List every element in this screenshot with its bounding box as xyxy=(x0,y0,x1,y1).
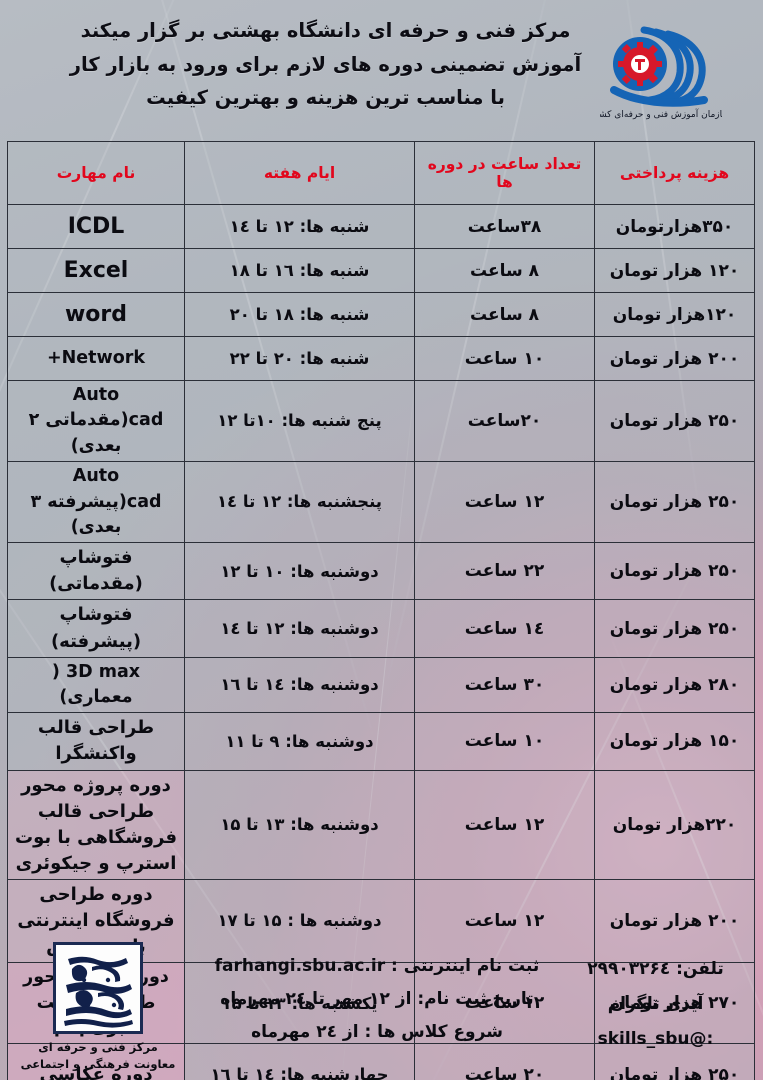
cell-price: ۲۰۰ هزار تومان xyxy=(594,878,755,964)
table-row: ۲۵۰ هزار تومان ۱۲ ساعت پنجشنبه ها: ۱۲ تا… xyxy=(7,461,755,544)
classes-start-date: شروع کلاس ها : از ۲٤ مهرماه xyxy=(251,1022,503,1043)
cell-skill: ICDL xyxy=(7,204,185,249)
cell-price: ۲۵۰ هزار تومان xyxy=(594,379,755,463)
cell-hours: ۲۰ ساعت xyxy=(414,1043,595,1080)
registration-block: ثبت نام اینترنتی : farhangi.sbu.ac.ir تا… xyxy=(196,936,548,1049)
cell-price: ۲۵۰ هزار تومان xyxy=(594,542,755,601)
cell-skill: فتوشاپ (پیشرفته) xyxy=(7,599,185,658)
cell-skill: دوره عکاسی xyxy=(7,1043,185,1080)
cell-days: پنج شنبه ها: ۱۰تا ۱۲ xyxy=(184,379,415,463)
cell-days: یکشنبه ها: ۱۳ تا ۱۵ xyxy=(184,962,415,1045)
cell-hours: ۱۲ ساعت xyxy=(414,962,595,1045)
cell-price: ۲۸۰ هزار تومان xyxy=(594,656,755,714)
table-row: ۲۵۰ هزار تومان ۲۰ ساعت چهارشنبه ها: ۱٤ ت… xyxy=(7,1043,755,1080)
table-row: ۲۵۰ هزار تومان ۲۲ ساعت دوشنبه ها: ۱۰ تا … xyxy=(7,542,755,601)
cell-days: دوشنبه ها : ۱۵ تا ۱۷ xyxy=(184,878,415,964)
cell-price: ۱۲۰هزار تومان xyxy=(594,292,755,337)
cell-price: ۲۵۰ هزار تومان xyxy=(594,1043,755,1080)
table-row: ۱۲۰ هزار تومان ۸ ساعت شنبه ها: ۱٦ تا ۱۸ … xyxy=(7,248,755,293)
cell-hours: ۲۰ساعت xyxy=(414,379,595,463)
table-row: ۱۲۰هزار تومان ۸ ساعت شنبه ها: ۱۸ تا ۲۰ w… xyxy=(7,292,755,337)
table-row: ۲۲۰هزار تومان ۱۲ ساعت دوشنبه ها: ۱۳ تا ۱… xyxy=(7,769,755,880)
cell-price: ۱۵۰ هزار تومان xyxy=(594,712,755,771)
cell-price: ۲۲۰هزار تومان xyxy=(594,769,755,880)
cell-days: دوشنبه ها: ۹ تا ۱۱ xyxy=(184,712,415,771)
registration-website: ثبت نام اینترنتی : farhangi.sbu.ac.ir xyxy=(214,956,540,976)
table-row: ۳۵۰هزارتومان ۳۸ساعت شنبه ها: ۱۲ تا ۱٤ IC… xyxy=(7,204,755,249)
cell-hours: ۱۰ ساعت xyxy=(414,712,595,771)
cell-price: ۱۲۰ هزار تومان xyxy=(594,248,755,293)
cell-price: ۲۰۰ هزار تومان xyxy=(594,336,755,381)
cell-skill: 3D max ( معماری) xyxy=(7,656,185,714)
phone-number: تلفن: ۲۹۹۰۳۲۶٤ xyxy=(587,959,724,979)
cell-hours: ۱۰ ساعت xyxy=(414,336,595,381)
table-row: ۲۸۰ هزار تومان ۳۰ ساعت دوشنبه ها: ۱٤ تا … xyxy=(7,656,755,714)
cell-days: شنبه ها: ۱٦ تا ۱۸ xyxy=(184,248,415,293)
cell-hours: ۱۲ ساعت xyxy=(414,878,595,964)
center-caption-line-2: معاونت فرهنگی و اجتماعی xyxy=(20,1057,176,1072)
cell-hours: ۱۲ ساعت xyxy=(414,461,595,544)
sbu-logo-icon xyxy=(53,942,143,1034)
cell-hours: ۳۸ساعت xyxy=(414,204,595,249)
table-row: ۲۰۰ هزار تومان ۱۰ ساعت شنبه ها: ۲۰ تا ۲۲… xyxy=(7,336,755,381)
university-logo-block: مرکز فنی و حرفه ای معاونت فرهنگی و اجتما… xyxy=(0,936,196,1074)
cell-skill: Network+ xyxy=(7,336,185,381)
table-row: ۲۵۰ هزار تومان ۲۰ساعت پنج شنبه ها: ۱۰تا … xyxy=(7,379,755,463)
poster-footer: تلفن: ۲۹۹۰۳۲۶٤ آیدی تلگرام :@skills_sbu … xyxy=(0,936,763,1080)
cell-skill: Auto cad(پیشرفته ۳ بعدی) xyxy=(7,461,185,544)
telegram-id: آیدی تلگرام :@skills_sbu xyxy=(597,993,714,1049)
column-header-hours: تعداد ساعت در دوره ها xyxy=(414,141,595,205)
cell-hours: ۸ ساعت xyxy=(414,292,595,337)
cell-hours: ۲۲ ساعت xyxy=(414,542,595,601)
tvto-logo-icon: سازمان آموزش فنی و حرفه‌ای کشور xyxy=(600,26,722,120)
header-line-1: مرکز فنی و حرفه ای دانشگاه بهشتی بر گزار… xyxy=(80,19,571,42)
cell-price: ۲۵۰ هزار تومان xyxy=(594,461,755,544)
cell-skill: طراحی قالب واکنشگرا xyxy=(7,712,185,771)
cell-skill: دوره پروژه محور طراحی قالب فروشگاهی با ب… xyxy=(7,769,185,880)
cell-days: شنبه ها: ۱۲ تا ۱٤ xyxy=(184,204,415,249)
registration-dates: تاریخ ثبت نام: از ۱۲ مهر تا ۲٤ مهرماه xyxy=(220,989,534,1010)
center-caption: مرکز فنی و حرفه ای معاونت فرهنگی و اجتما… xyxy=(0,1039,196,1074)
tvto-logo-caption: سازمان آموزش فنی و حرفه‌ای کشور xyxy=(600,108,722,120)
cell-days: دوشنبه ها: ۱٤ تا ۱٦ xyxy=(184,656,415,714)
cell-days: شنبه ها: ۱۸ تا ۲۰ xyxy=(184,292,415,337)
table-row: ۲۵۰ هزار تومان ۱٤ ساعت دوشنبه ها: ۱۲ تا … xyxy=(7,599,755,658)
cell-hours: ۸ ساعت xyxy=(414,248,595,293)
poster-header: سازمان آموزش فنی و حرفه‌ای کشور مرکز فنی… xyxy=(0,0,763,140)
cell-skill: دوره طراحی فروشگاه اینترنتی با ورد پرس xyxy=(7,878,185,964)
header-line-3: با مناسب ترین هزینه و بهترین کیفیت xyxy=(146,86,505,110)
cell-price: ۲۷۰ هزار تومان xyxy=(594,962,755,1045)
cell-skill: Auto cad(مقدماتی ۲ بعدی) xyxy=(7,379,185,463)
cell-price: ۳۵۰هزارتومان xyxy=(594,204,755,249)
header-line-2: آموزش تضمینی دوره های لازم برای ورود به … xyxy=(69,52,582,76)
cell-hours: ۱۲ ساعت xyxy=(414,769,595,880)
column-header-skill: نام مهارت xyxy=(7,141,185,205)
cell-days: پنجشنبه ها: ۱۲ تا ۱٤ xyxy=(184,461,415,544)
table-row: ۱۵۰ هزار تومان ۱۰ ساعت دوشنبه ها: ۹ تا ۱… xyxy=(7,712,755,771)
column-header-days: ایام هفته xyxy=(184,141,415,205)
header-title-block: مرکز فنی و حرفه ای دانشگاه بهشتی بر گزار… xyxy=(18,14,633,115)
cell-hours: ۱٤ ساعت xyxy=(414,599,595,658)
cell-days: دوشنبه ها: ۱۳ تا ۱۵ xyxy=(184,769,415,880)
table-body: ۳۵۰هزارتومان ۳۸ساعت شنبه ها: ۱۲ تا ۱٤ IC… xyxy=(7,204,755,1080)
cell-skill: word xyxy=(7,292,185,337)
table-header-row: هزینه پرداختی تعداد ساعت در دوره ها ایام… xyxy=(7,141,755,205)
cell-days: چهارشنبه ها: ۱٤ تا ۱٦ xyxy=(184,1043,415,1080)
cell-days: دوشنبه ها: ۱۲ تا ۱٤ xyxy=(184,599,415,658)
cell-hours: ۳۰ ساعت xyxy=(414,656,595,714)
cell-days: دوشنبه ها: ۱۰ تا ۱۲ xyxy=(184,542,415,601)
contact-block: تلفن: ۲۹۹۰۳۲۶٤ آیدی تلگرام :@skills_sbu xyxy=(548,936,763,1057)
column-header-price: هزینه پرداختی xyxy=(594,141,755,205)
table-row: ۲۰۰ هزار تومان ۱۲ ساعت دوشنبه ها : ۱۵ تا… xyxy=(7,878,755,964)
cell-skill: Excel xyxy=(7,248,185,293)
cell-price: ۲۵۰ هزار تومان xyxy=(594,599,755,658)
cell-skill: فتوشاپ (مقدماتی) xyxy=(7,542,185,601)
center-caption-line-1: مرکز فنی و حرفه ای xyxy=(38,1040,158,1054)
course-schedule-table: هزینه پرداختی تعداد ساعت در دوره ها ایام… xyxy=(7,141,755,1080)
cell-days: شنبه ها: ۲۰ تا ۲۲ xyxy=(184,336,415,381)
